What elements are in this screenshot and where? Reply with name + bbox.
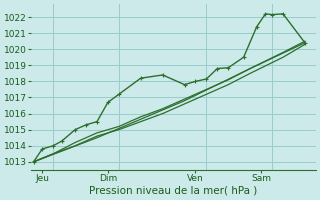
- X-axis label: Pression niveau de la mer( hPa ): Pression niveau de la mer( hPa ): [90, 186, 258, 196]
